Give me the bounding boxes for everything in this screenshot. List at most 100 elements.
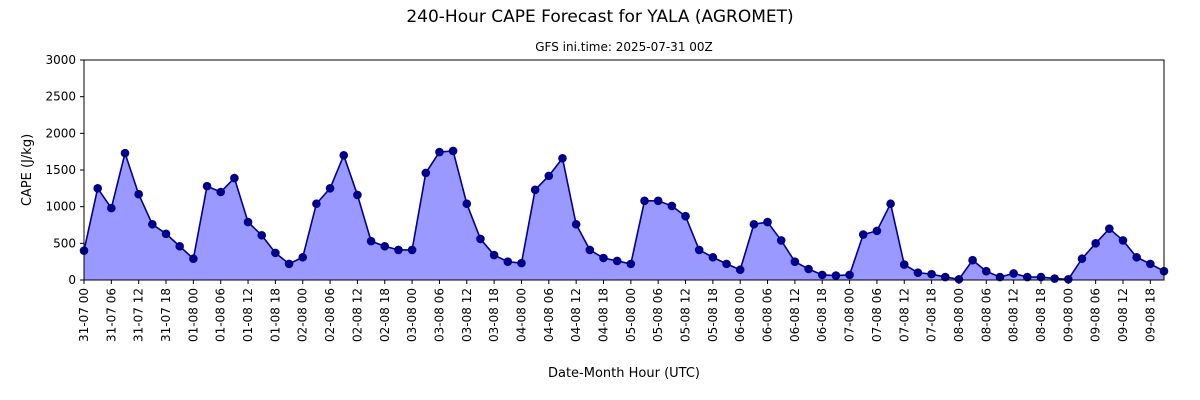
marker	[653, 196, 663, 206]
marker	[817, 270, 827, 280]
chart-title: 240-Hour CAPE Forecast for YALA (AGROMET…	[406, 7, 793, 27]
x-tick-label: 31-07 00	[77, 288, 91, 342]
x-tick-label: 04-08 00	[514, 288, 528, 342]
marker	[1050, 274, 1059, 283]
marker	[530, 185, 540, 195]
x-tick-label: 05-08 06	[651, 288, 665, 342]
marker	[571, 219, 581, 229]
x-tick-label: 09-08 00	[1061, 288, 1075, 342]
marker	[558, 153, 567, 163]
marker	[120, 148, 130, 158]
x-tick-label: 05-08 00	[624, 288, 638, 342]
marker	[1064, 274, 1073, 284]
marker	[845, 270, 854, 280]
y-tick-label: 3000	[45, 53, 76, 67]
marker	[968, 255, 977, 265]
marker	[913, 268, 923, 277]
x-tick-label: 07-08 06	[870, 288, 884, 342]
x-tick-label: 01-08 00	[186, 288, 200, 342]
marker	[284, 259, 294, 269]
marker	[175, 241, 184, 251]
marker	[339, 151, 349, 160]
y-tick-label: 0	[68, 273, 76, 287]
marker	[735, 265, 745, 275]
x-tick-label: 09-08 18	[1143, 288, 1157, 342]
y-tick-label: 2500	[45, 90, 76, 104]
marker	[858, 230, 868, 239]
marker	[366, 236, 376, 246]
x-tick-label: 01-08 12	[241, 288, 255, 342]
marker	[325, 184, 335, 193]
marker	[612, 256, 622, 266]
marker	[161, 229, 171, 239]
marker	[435, 147, 444, 157]
marker	[202, 181, 212, 191]
x-tick-label: 09-08 12	[1116, 288, 1130, 342]
chart-subtitle: GFS ini.time: 2025-07-31 00Z	[535, 40, 713, 54]
marker	[1036, 272, 1046, 282]
marker	[804, 264, 813, 274]
x-tick-label: 06-08 12	[788, 288, 802, 342]
marker	[790, 257, 800, 266]
y-tick-label: 500	[53, 236, 76, 250]
marker	[230, 173, 239, 183]
x-tick-label: 05-08 12	[679, 288, 693, 342]
marker	[954, 274, 964, 284]
marker	[1146, 259, 1155, 269]
x-tick-label: 31-07 06	[104, 288, 118, 342]
marker	[599, 253, 608, 263]
x-tick-label: 07-08 00	[843, 288, 857, 342]
marker	[271, 248, 280, 258]
marker	[831, 271, 841, 280]
marker	[380, 241, 390, 251]
marker	[886, 199, 895, 209]
marker	[312, 199, 321, 209]
marker	[503, 257, 513, 266]
marker	[517, 258, 526, 268]
x-tick-label: 09-08 06	[1089, 288, 1103, 342]
marker	[544, 171, 554, 181]
y-axis-label: CAPE (J/kg)	[20, 134, 35, 206]
x-tick-label: 03-08 12	[460, 288, 474, 342]
x-tick-label: 08-08 00	[952, 288, 966, 342]
marker	[489, 250, 499, 260]
x-tick-label: 05-08 18	[706, 288, 720, 342]
x-tick-label: 08-08 18	[1034, 288, 1048, 342]
x-tick-label: 06-08 06	[761, 288, 775, 342]
x-tick-label: 06-08 18	[815, 288, 829, 342]
marker	[899, 260, 909, 269]
x-tick-label: 31-07 12	[132, 288, 146, 342]
marker	[93, 184, 102, 193]
marker	[448, 146, 458, 156]
marker	[353, 190, 362, 200]
x-tick-label: 02-08 18	[378, 288, 392, 342]
marker	[708, 252, 718, 262]
x-tick-label: 07-08 12	[897, 288, 911, 342]
marker	[776, 236, 786, 245]
marker	[243, 217, 253, 227]
x-tick-label: 31-07 18	[159, 288, 173, 342]
marker	[257, 230, 267, 240]
marker	[1091, 239, 1100, 248]
marker	[462, 199, 472, 209]
marker	[421, 168, 431, 178]
plot-frame	[83, 59, 1165, 281]
y-tick-label: 1000	[45, 200, 76, 214]
x-tick-label: 03-08 00	[405, 288, 419, 342]
x-tick-label: 08-08 12	[1007, 288, 1021, 342]
area	[84, 150, 1164, 280]
marker	[981, 266, 991, 276]
marker	[1118, 236, 1128, 245]
x-tick-label: 03-08 06	[432, 288, 446, 342]
marker	[476, 234, 485, 244]
marker	[1022, 272, 1032, 282]
marker	[694, 245, 704, 255]
x-tick-label: 04-08 18	[596, 288, 610, 342]
y-tick-label: 2000	[45, 126, 76, 140]
y-tick-label: 1500	[45, 163, 76, 177]
marker	[189, 254, 198, 264]
x-tick-label: 06-08 00	[733, 288, 747, 342]
marker	[940, 272, 950, 282]
x-tick-label: 04-08 06	[542, 288, 556, 342]
